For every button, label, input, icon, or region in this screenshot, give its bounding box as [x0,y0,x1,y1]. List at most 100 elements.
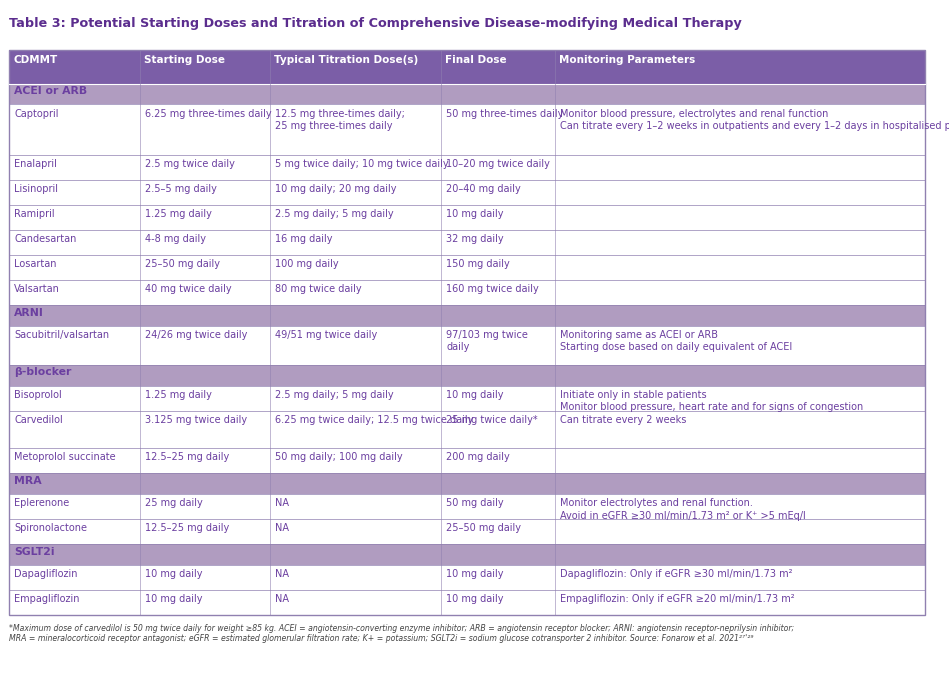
Text: Empagliflozin: Only if eGFR ≥20 ml/min/1.73 m²: Empagliflozin: Only if eGFR ≥20 ml/min/1… [560,594,794,604]
Text: ARNI: ARNI [14,308,44,317]
Text: 10 mg daily: 10 mg daily [446,569,504,579]
Text: Monitoring same as ACEI or ARB
Starting dose based on daily equivalent of ACEI: Monitoring same as ACEI or ARB Starting … [560,330,792,352]
Text: Empagliflozin: Empagliflozin [14,594,80,604]
Text: SGLT2i: SGLT2i [14,547,55,557]
Bar [9,84,925,104]
Text: Lisinopril: Lisinopril [14,184,58,193]
Text: 2.5 mg twice daily: 2.5 mg twice daily [145,159,235,168]
Text: 10–20 mg twice daily: 10–20 mg twice daily [446,159,549,168]
Text: NA: NA [275,594,289,604]
Text: 10 mg daily: 10 mg daily [446,209,504,219]
Text: Losartan: Losartan [14,259,57,269]
Bar [9,305,925,326]
Bar [9,205,925,230]
Text: 25 mg twice daily*: 25 mg twice daily* [446,415,538,425]
Text: 5 mg twice daily; 10 mg twice daily: 5 mg twice daily; 10 mg twice daily [275,159,449,168]
Bar [9,155,925,180]
Text: 24/26 mg twice daily: 24/26 mg twice daily [145,330,248,340]
Text: Table 3: Potential Starting Doses and Titration of Comprehensive Disease-modifyi: Table 3: Potential Starting Doses and Ti… [9,17,742,31]
Bar [9,326,925,365]
Text: *Maximum dose of carvedilol is 50 mg twice daily for weight ≥85 kg. ACEI = angio: *Maximum dose of carvedilol is 50 mg twi… [9,624,794,643]
Bar [9,280,925,305]
Text: 10 mg daily: 10 mg daily [145,569,203,579]
Text: Monitor blood pressure, electrolytes and renal function
Can titrate every 1–2 we: Monitor blood pressure, electrolytes and… [560,109,949,131]
Bar [9,544,925,565]
Text: NA: NA [275,498,289,508]
Text: MRA: MRA [14,476,42,486]
Text: Eplerenone: Eplerenone [14,498,69,508]
Text: 1.25 mg daily: 1.25 mg daily [145,390,212,400]
Text: β-blocker: β-blocker [14,367,71,377]
Text: Bisoprolol: Bisoprolol [14,390,62,400]
Text: 12.5 mg three-times daily;
25 mg three-times daily: 12.5 mg three-times daily; 25 mg three-t… [275,109,405,131]
Text: Dapagliflozin: Only if eGFR ≥30 ml/min/1.73 m²: Dapagliflozin: Only if eGFR ≥30 ml/min/1… [560,569,792,579]
Text: 2.5 mg daily; 5 mg daily: 2.5 mg daily; 5 mg daily [275,390,394,400]
Text: 6.25 mg three-times daily: 6.25 mg three-times daily [145,109,271,118]
Text: Metoprolol succinate: Metoprolol succinate [14,452,116,462]
Bar [9,104,925,155]
Text: ACEI or ARB: ACEI or ARB [14,86,87,96]
Text: 10 mg daily: 10 mg daily [446,390,504,400]
Bar [9,473,925,494]
Text: Monitor electrolytes and renal function.
Avoid in eGFR ≥30 ml/min/1.73 m² or K⁺ : Monitor electrolytes and renal function.… [560,498,806,521]
Text: Sacubitril/valsartan: Sacubitril/valsartan [14,330,109,340]
Text: 200 mg daily: 200 mg daily [446,452,510,462]
Text: Final Dose: Final Dose [445,55,507,65]
Text: Spironolactone: Spironolactone [14,523,87,533]
Text: 3.125 mg twice daily: 3.125 mg twice daily [145,415,248,425]
Text: 10 mg daily: 10 mg daily [446,594,504,604]
Text: 10 mg daily; 20 mg daily: 10 mg daily; 20 mg daily [275,184,397,193]
Text: Enalapril: Enalapril [14,159,57,168]
Bar [9,50,925,84]
Text: CDMMT: CDMMT [13,55,58,65]
Text: 32 mg daily: 32 mg daily [446,234,504,244]
Text: 2.5 mg daily; 5 mg daily: 2.5 mg daily; 5 mg daily [275,209,394,219]
Text: Candesartan: Candesartan [14,234,77,244]
Text: NA: NA [275,523,289,533]
Text: 25–50 mg daily: 25–50 mg daily [145,259,220,269]
Text: Dapagliflozin: Dapagliflozin [14,569,78,579]
Text: 4-8 mg daily: 4-8 mg daily [145,234,206,244]
Bar [9,519,925,544]
Text: 97/103 mg twice
daily: 97/103 mg twice daily [446,330,528,352]
Text: Starting Dose: Starting Dose [144,55,225,65]
Bar [9,180,925,205]
Text: 2.5–5 mg daily: 2.5–5 mg daily [145,184,217,193]
Text: 16 mg daily: 16 mg daily [275,234,333,244]
Text: 50 mg three-times daily: 50 mg three-times daily [446,109,564,118]
Text: 12.5–25 mg daily: 12.5–25 mg daily [145,523,230,533]
Bar [9,590,925,615]
Text: 20–40 mg daily: 20–40 mg daily [446,184,521,193]
Text: 12.5–25 mg daily: 12.5–25 mg daily [145,452,230,462]
Text: 6.25 mg twice daily; 12.5 mg twice daily: 6.25 mg twice daily; 12.5 mg twice daily [275,415,474,425]
Bar [9,365,925,386]
Bar [9,386,925,411]
Text: NA: NA [275,569,289,579]
Bar [9,230,925,255]
Text: 10 mg daily: 10 mg daily [145,594,203,604]
Text: 49/51 mg twice daily: 49/51 mg twice daily [275,330,378,340]
Text: 50 mg daily; 100 mg daily: 50 mg daily; 100 mg daily [275,452,402,462]
Text: Captopril: Captopril [14,109,59,118]
Bar [9,494,925,519]
Text: Ramipril: Ramipril [14,209,55,219]
Bar [9,448,925,473]
Text: 25 mg daily: 25 mg daily [145,498,203,508]
Bar [9,255,925,280]
Text: Monitoring Parameters: Monitoring Parameters [559,55,696,65]
Text: 25–50 mg daily: 25–50 mg daily [446,523,521,533]
Text: 160 mg twice daily: 160 mg twice daily [446,284,539,294]
Bar [9,50,925,615]
Bar [9,411,925,448]
Bar [9,565,925,590]
Text: 100 mg daily: 100 mg daily [275,259,339,269]
Text: Carvedilol: Carvedilol [14,415,63,425]
Text: 1.25 mg daily: 1.25 mg daily [145,209,212,219]
Text: 150 mg daily: 150 mg daily [446,259,510,269]
Text: Valsartan: Valsartan [14,284,60,294]
Text: 80 mg twice daily: 80 mg twice daily [275,284,362,294]
Text: 50 mg daily: 50 mg daily [446,498,504,508]
Text: Typical Titration Dose(s): Typical Titration Dose(s) [274,55,419,65]
Text: Initiate only in stable patients
Monitor blood pressure, heart rate and for sign: Initiate only in stable patients Monitor… [560,390,864,425]
Text: 40 mg twice daily: 40 mg twice daily [145,284,232,294]
